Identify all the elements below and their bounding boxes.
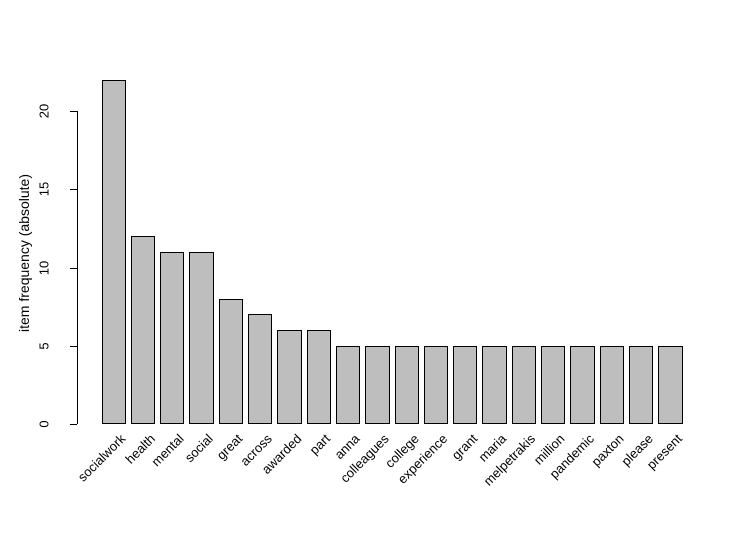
bar-grant bbox=[453, 345, 478, 424]
bar-colleagues bbox=[365, 345, 390, 424]
bar-socialwork bbox=[101, 79, 126, 424]
y-tick bbox=[70, 111, 77, 112]
bar-anna bbox=[335, 345, 361, 424]
y-tick-label: 15 bbox=[36, 182, 52, 197]
bar-please bbox=[628, 345, 654, 424]
x-category-label: socialwork bbox=[74, 431, 129, 485]
bar-college bbox=[394, 345, 419, 424]
y-tick bbox=[70, 424, 77, 425]
bar-pandemic bbox=[570, 345, 595, 424]
y-tick-label: 0 bbox=[36, 420, 52, 428]
bar-maria bbox=[482, 345, 507, 424]
x-category-label: mental bbox=[148, 431, 187, 470]
bar-present bbox=[658, 345, 683, 424]
bar-mental bbox=[160, 251, 185, 424]
bar-million bbox=[541, 345, 566, 424]
y-tick bbox=[70, 267, 77, 269]
x-category-label: paxton bbox=[588, 431, 627, 470]
y-axis-title: item frequency (absolute) bbox=[16, 174, 32, 332]
bar-experience bbox=[423, 345, 449, 424]
x-category-label: social bbox=[182, 431, 217, 466]
bar-great bbox=[218, 298, 244, 424]
bar-paxton bbox=[599, 345, 624, 424]
bar-melpetrakis bbox=[511, 345, 537, 424]
x-category-label: grant bbox=[448, 431, 480, 463]
y-tick bbox=[70, 345, 77, 347]
bar-social bbox=[189, 251, 214, 424]
bar-across bbox=[248, 314, 273, 424]
x-category-label: part bbox=[306, 431, 334, 458]
y-tick bbox=[70, 189, 77, 191]
bar-health bbox=[130, 236, 156, 424]
bar-awarded bbox=[277, 330, 302, 424]
bar-part bbox=[306, 330, 331, 424]
y-tick-label: 5 bbox=[36, 342, 52, 350]
y-tick-label: 10 bbox=[36, 260, 52, 275]
y-tick-label: 20 bbox=[36, 103, 52, 119]
y-axis-line bbox=[77, 111, 78, 424]
